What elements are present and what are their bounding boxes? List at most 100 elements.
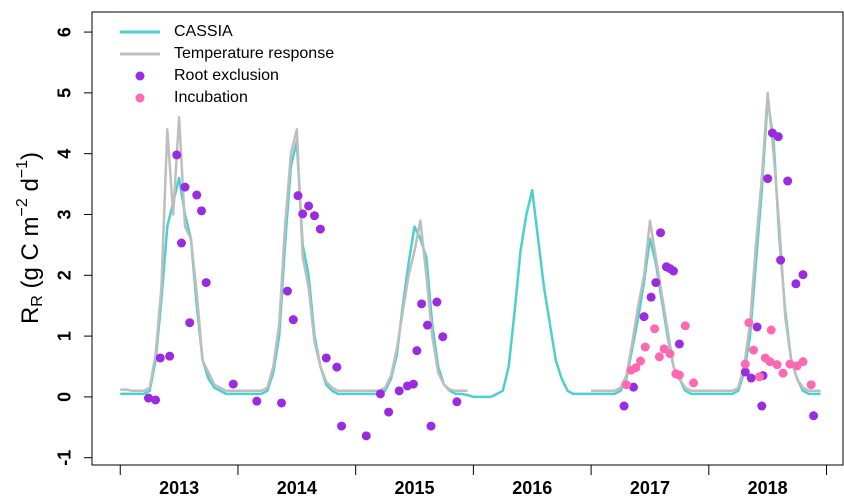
data-point	[806, 380, 816, 390]
y-label-sup: −2	[14, 198, 31, 216]
data-point	[196, 206, 206, 216]
x-tick-label: 2015	[395, 478, 435, 497]
data-point	[654, 352, 664, 362]
data-point	[785, 359, 795, 369]
y-tick-label: 0	[55, 392, 75, 402]
data-point	[165, 351, 175, 361]
data-point	[740, 367, 750, 377]
data-point	[176, 238, 186, 248]
y-label-unit: (g C m	[17, 216, 44, 295]
data-point	[321, 353, 331, 363]
data-point	[798, 270, 808, 280]
data-point	[765, 357, 775, 367]
data-point	[746, 373, 756, 383]
legend-label: Temperature response	[174, 45, 334, 62]
y-tick-label: 1	[55, 331, 75, 341]
data-point	[282, 286, 292, 296]
legend-label: CASSIA	[174, 23, 233, 40]
data-point	[277, 398, 287, 408]
data-point	[656, 228, 666, 238]
data-point	[744, 318, 754, 328]
y-tick-label: -1	[55, 450, 75, 466]
legend-swatch	[135, 93, 145, 103]
y-label-sup: −1	[14, 160, 31, 178]
data-point	[293, 191, 303, 201]
data-point	[288, 315, 298, 325]
data-point	[773, 132, 783, 142]
data-point	[628, 382, 638, 392]
data-point	[452, 397, 462, 407]
data-point	[619, 401, 629, 411]
data-point	[791, 279, 801, 289]
data-point	[763, 174, 773, 184]
data-point	[754, 372, 764, 382]
data-point	[757, 401, 767, 411]
y-tick-label: 6	[55, 27, 75, 37]
data-point	[665, 349, 675, 359]
y-label-main: R	[17, 307, 44, 324]
data-point	[689, 378, 699, 388]
data-point	[375, 389, 385, 399]
x-tick-label: 2017	[630, 478, 670, 497]
data-point	[798, 357, 808, 367]
data-point	[422, 320, 432, 330]
data-point	[668, 266, 678, 276]
data-point	[185, 318, 195, 328]
data-point	[749, 345, 759, 355]
y-label-unit: d	[17, 178, 44, 198]
data-point	[252, 396, 262, 406]
data-point	[180, 182, 190, 192]
data-point	[752, 322, 762, 332]
data-point	[636, 356, 646, 366]
data-point	[417, 299, 427, 309]
y-axis-label: RR (g C m−2 d−1)	[14, 152, 46, 324]
data-point	[432, 297, 442, 307]
data-point	[651, 278, 661, 288]
series-line	[120, 97, 821, 399]
data-point	[674, 339, 684, 349]
legend-label: Incubation	[174, 89, 248, 106]
data-point	[680, 321, 690, 331]
series-line	[120, 91, 821, 393]
y-label-sub: R	[29, 295, 46, 307]
data-point	[155, 353, 165, 363]
data-point	[778, 368, 788, 378]
data-point	[192, 190, 202, 200]
data-point	[332, 362, 342, 372]
data-point	[361, 431, 371, 441]
data-point	[394, 386, 404, 396]
data-point	[384, 407, 394, 417]
y-label-unit: )	[17, 152, 44, 160]
data-point	[309, 211, 319, 221]
data-point	[304, 201, 314, 211]
data-point	[315, 224, 325, 234]
data-point	[172, 150, 182, 160]
y-tick-label: 5	[55, 88, 75, 98]
x-tick-label: 2013	[159, 478, 199, 497]
data-point	[772, 360, 782, 370]
data-point	[228, 379, 238, 389]
data-point	[408, 379, 418, 389]
data-point	[144, 393, 154, 403]
y-tick-label: 4	[55, 149, 75, 159]
data-point	[766, 325, 776, 335]
data-point	[621, 380, 631, 390]
data-point	[783, 176, 793, 186]
data-point	[298, 209, 308, 219]
data-point	[337, 421, 347, 431]
data-point	[776, 255, 786, 265]
x-tick-label: 2014	[277, 478, 317, 497]
x-tick-label: 2016	[512, 478, 552, 497]
legend-label: Root exclusion	[174, 67, 279, 84]
data-point	[631, 363, 641, 373]
y-tick-label: 2	[55, 270, 75, 280]
data-point	[412, 346, 422, 356]
x-tick-label: 2018	[748, 478, 788, 497]
data-point	[740, 359, 750, 369]
data-point	[674, 370, 684, 380]
data-point	[151, 395, 161, 405]
data-point	[646, 292, 656, 302]
data-point	[639, 312, 649, 322]
data-point	[809, 411, 819, 421]
